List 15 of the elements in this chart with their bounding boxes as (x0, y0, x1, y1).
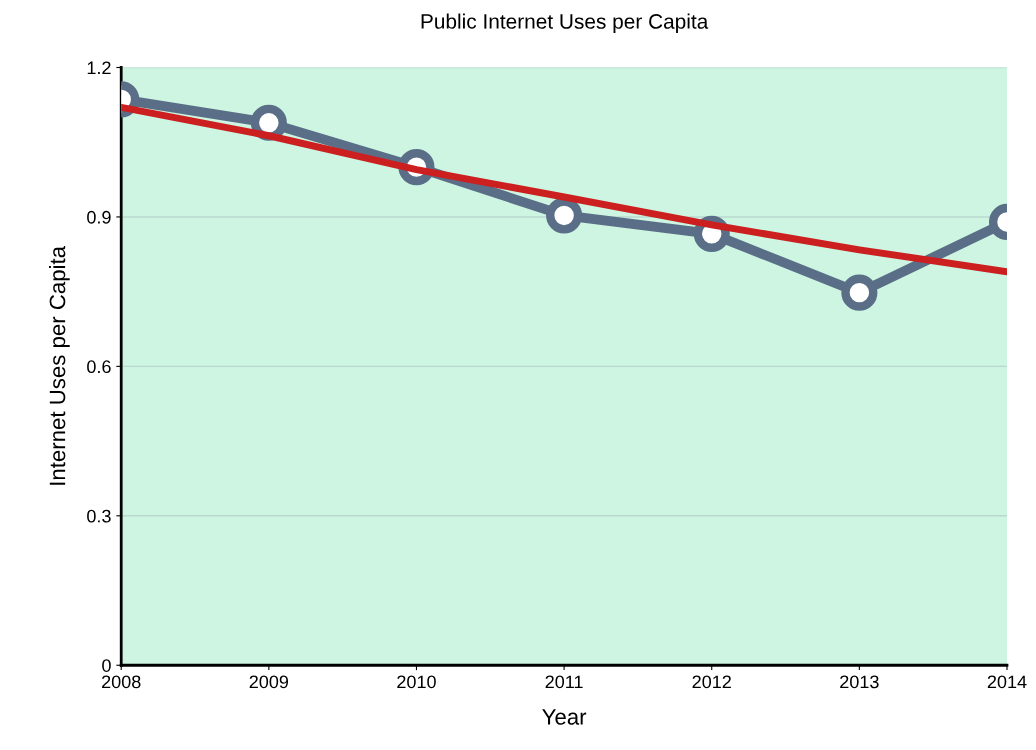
x-axis-title: Year (542, 709, 587, 725)
x-tick-label: 2014 (987, 675, 1027, 689)
x-tick-label: 2008 (102, 675, 141, 689)
x-tick-label: 2013 (840, 675, 879, 689)
y-tick-label: 0.6 (87, 360, 111, 374)
y-tick-label: 0.3 (87, 509, 111, 523)
x-tick-label: 2009 (249, 675, 289, 689)
y-axis-title: Internet Uses per Capita (49, 245, 70, 485)
y-tick-label: 0 (102, 659, 111, 672)
y-tick-label: 1.2 (87, 61, 111, 75)
chart-title: Public Internet Uses per Capita (421, 13, 709, 33)
x-tick-label: 2010 (397, 675, 436, 689)
x-tick-label: 2012 (692, 675, 731, 689)
y-tick-label: 0.9 (87, 210, 111, 224)
x-tick-label: 2011 (545, 675, 583, 689)
